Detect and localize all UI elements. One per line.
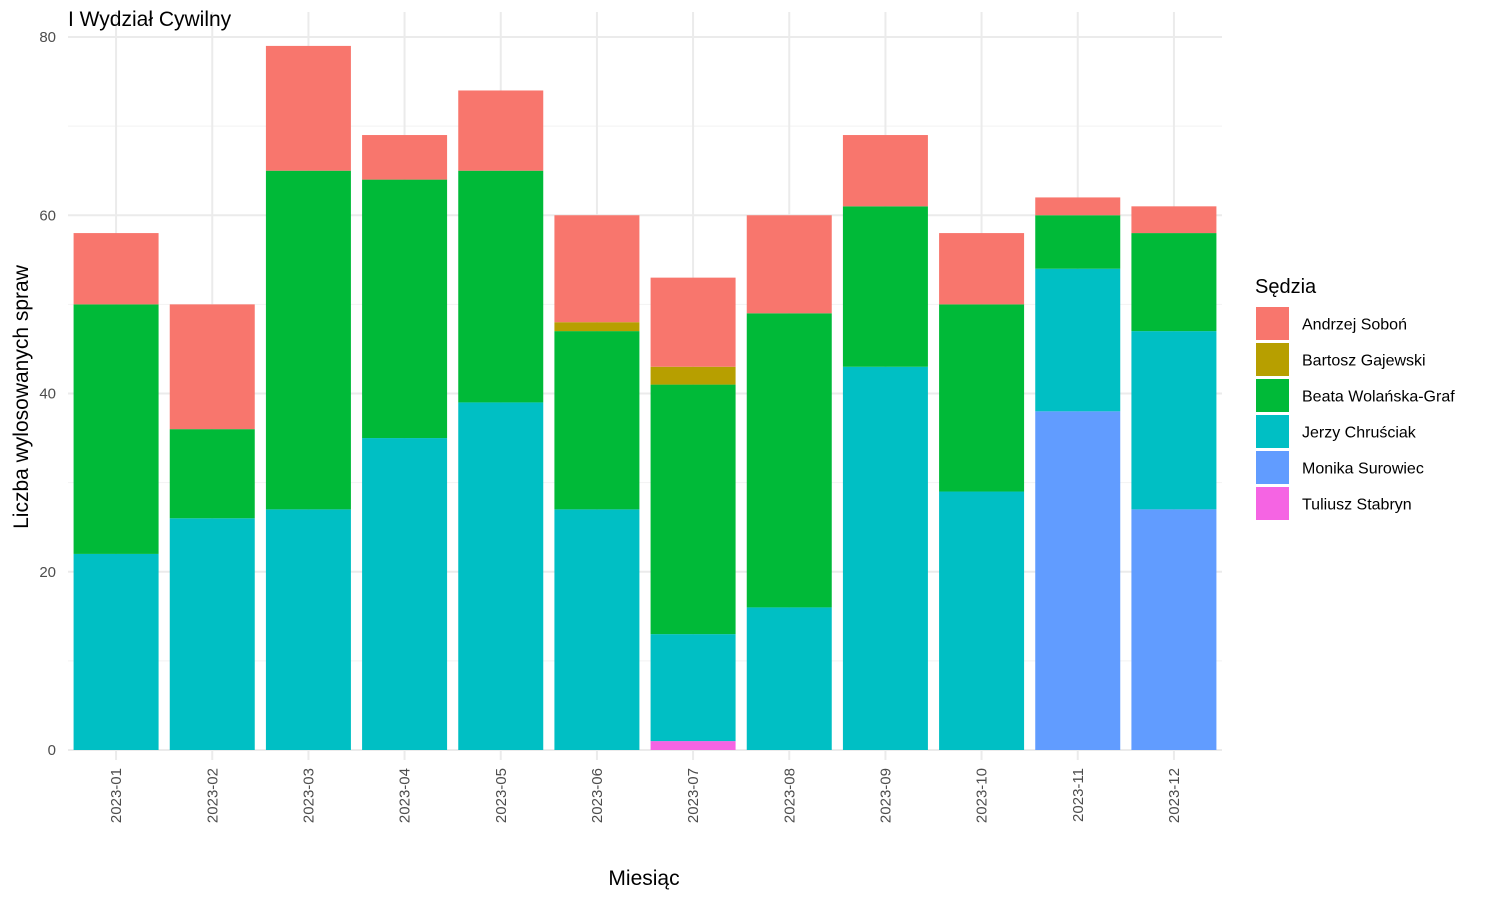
bar-segment bbox=[650, 277, 736, 367]
legend-title: Sędzia bbox=[1255, 276, 1317, 298]
x-axis-ticks: 2023-01 2023-02 2023-03 2023-04 2023-05 2023-… bbox=[108, 768, 1183, 823]
legend-label: Monika Surowiec bbox=[1302, 461, 1424, 478]
x-tick-label: 2023-06 bbox=[589, 768, 606, 823]
y-axis-title: Liczba wylosowanych spraw bbox=[10, 264, 33, 529]
bar-segment bbox=[842, 366, 928, 750]
bar-segment bbox=[73, 553, 159, 750]
bar-segment bbox=[265, 170, 351, 510]
bar-segment bbox=[842, 206, 928, 367]
bar-segment bbox=[265, 509, 351, 750]
bar-segment bbox=[746, 313, 832, 608]
bar-segment bbox=[458, 170, 544, 403]
x-tick-label: 2023-11 bbox=[1070, 768, 1087, 822]
bar-segment bbox=[458, 402, 544, 750]
bar-segment bbox=[458, 90, 544, 171]
bar-segment bbox=[1131, 206, 1217, 234]
bar-segment bbox=[650, 634, 736, 742]
bar-segment bbox=[1035, 268, 1121, 412]
y-tick-label: 0 bbox=[48, 742, 56, 759]
bar-segment bbox=[362, 438, 448, 750]
x-tick-label: 2023-08 bbox=[781, 768, 798, 823]
x-tick-label: 2023-04 bbox=[397, 768, 414, 823]
bar-segment bbox=[939, 304, 1025, 492]
bar-segment bbox=[169, 518, 255, 750]
x-tick-label: 2023-02 bbox=[204, 768, 221, 823]
bar-segment bbox=[746, 607, 832, 750]
bar-segment bbox=[362, 179, 448, 439]
bar-segment bbox=[73, 233, 159, 305]
bar-segment bbox=[169, 429, 255, 519]
chart-title: I Wydział Cywilny bbox=[68, 8, 232, 31]
bars bbox=[73, 45, 1217, 750]
bar-segment bbox=[650, 741, 736, 750]
legend-key bbox=[1256, 451, 1289, 484]
y-tick-label: 60 bbox=[39, 207, 56, 224]
bar-segment bbox=[554, 331, 640, 510]
bar-segment bbox=[1131, 233, 1217, 332]
legend-key bbox=[1256, 379, 1289, 412]
x-tick-label: 2023-01 bbox=[108, 768, 125, 823]
bar-segment bbox=[842, 135, 928, 207]
x-tick-label: 2023-03 bbox=[300, 768, 317, 823]
bar-segment bbox=[1035, 411, 1121, 750]
bar-segment bbox=[554, 509, 640, 750]
bar-segment bbox=[939, 233, 1025, 305]
legend-key bbox=[1256, 343, 1289, 376]
bar-segment bbox=[1035, 215, 1121, 269]
x-tick-label: 2023-05 bbox=[493, 768, 510, 823]
legend-label: Tuliusz Stabryn bbox=[1302, 497, 1412, 514]
legend-label: Jerzy Chruściak bbox=[1302, 425, 1417, 442]
y-tick-label: 80 bbox=[39, 29, 56, 46]
legend-label: Beata Wolańska-Graf bbox=[1302, 389, 1455, 406]
x-tick-label: 2023-07 bbox=[685, 768, 702, 823]
bar-segment bbox=[362, 135, 448, 180]
y-tick-label: 40 bbox=[39, 386, 56, 403]
legend-label: Andrzej Soboń bbox=[1302, 317, 1407, 334]
y-tick-label: 20 bbox=[39, 564, 56, 581]
legend-label: Bartosz Gajewski bbox=[1302, 353, 1426, 370]
legend-key bbox=[1256, 307, 1289, 340]
bar-segment bbox=[746, 215, 832, 314]
bar-segment bbox=[650, 366, 736, 385]
legend-items: Andrzej Soboń Bartosz Gajewski Beata Wolań… bbox=[1256, 307, 1455, 520]
legend-key bbox=[1256, 487, 1289, 520]
legend-key bbox=[1256, 415, 1289, 448]
y-axis-ticks: 0 20 40 60 80 bbox=[39, 29, 56, 759]
bar-segment bbox=[554, 215, 640, 323]
x-tick-label: 2023-10 bbox=[974, 768, 991, 823]
x-axis-title: Miesiąc bbox=[608, 867, 679, 890]
bar-segment bbox=[265, 45, 351, 171]
bar-segment bbox=[1035, 197, 1121, 216]
bar-segment bbox=[1131, 331, 1217, 510]
x-tick-label: 2023-09 bbox=[877, 768, 894, 823]
bar-segment bbox=[650, 384, 736, 635]
bar-segment bbox=[169, 304, 255, 430]
x-tick-label: 2023-12 bbox=[1166, 768, 1183, 823]
legend: Sędzia Andrzej Soboń Bartosz Gajewski Beat… bbox=[1255, 276, 1455, 520]
bar-segment bbox=[939, 491, 1025, 750]
bar-segment bbox=[1131, 509, 1217, 750]
bar-segment bbox=[73, 304, 159, 554]
bar-segment bbox=[554, 322, 640, 332]
